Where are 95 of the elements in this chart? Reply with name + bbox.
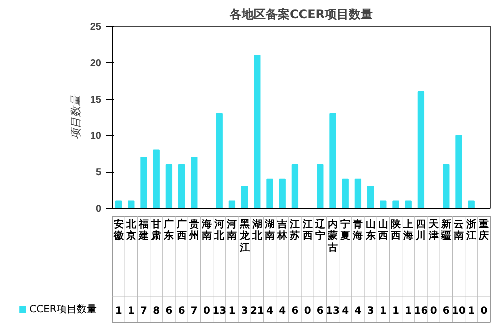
x-tick-label: 天津 xyxy=(428,218,440,242)
x-tick-label: 河南 xyxy=(226,218,238,242)
x-tick-label: 新疆 xyxy=(440,218,452,242)
data-label: 4 xyxy=(279,306,286,317)
x-tick-label: 内蒙古 xyxy=(327,218,338,254)
data-label: 6 xyxy=(442,306,450,317)
x-tick-label: 贵州 xyxy=(188,218,200,242)
x-tick-label: 广东 xyxy=(163,218,174,242)
data-label: 1 xyxy=(405,306,412,317)
y-axis-title: 项目数量 xyxy=(69,94,82,140)
y-tick-label: 25 xyxy=(90,22,102,33)
data-label: 7 xyxy=(140,306,148,317)
bar xyxy=(241,186,248,208)
bar xyxy=(443,164,450,208)
bar xyxy=(317,164,324,208)
x-tick-label: 海南 xyxy=(201,218,212,242)
data-label: 1 xyxy=(115,306,122,317)
x-tick-label: 安徽 xyxy=(112,218,125,242)
data-label: 21 xyxy=(250,306,264,317)
x-tick-label: 辽宁 xyxy=(314,218,326,242)
data-label: 3 xyxy=(241,306,248,317)
y-tick-label: 5 xyxy=(96,168,102,179)
bar xyxy=(292,164,299,208)
bar xyxy=(228,200,236,208)
data-label: 16 xyxy=(414,306,428,317)
x-tick-label: 陕西 xyxy=(390,218,402,242)
x-tick-label: 湖南 xyxy=(264,218,275,242)
x-tick-label: 上海 xyxy=(402,218,414,242)
bar xyxy=(367,186,374,208)
y-tick-label: 10 xyxy=(90,131,102,142)
bar xyxy=(166,164,173,208)
data-label: 1 xyxy=(380,306,387,317)
x-tick-label: 河北 xyxy=(214,218,226,242)
data-label: 4 xyxy=(354,306,362,317)
x-tick-label: 山西 xyxy=(377,218,388,242)
x-tick-label: 宁夏 xyxy=(340,218,351,242)
bar xyxy=(254,55,261,208)
data-label: 3 xyxy=(367,306,374,317)
x-tick-label: 黑龙江 xyxy=(238,218,251,254)
data-label: 10 xyxy=(452,306,466,317)
legend-label: CCER项目数量 xyxy=(30,304,97,316)
x-tick-label: 江西 xyxy=(302,218,313,242)
bar xyxy=(140,157,148,208)
x-tick-label: 吉林 xyxy=(276,218,289,242)
x-tick-label: 重庆 xyxy=(478,218,490,242)
bar xyxy=(266,178,274,208)
data-label: 6 xyxy=(292,306,299,317)
x-tick-label: 福建 xyxy=(138,218,149,242)
data-label: 0 xyxy=(430,306,438,317)
bar xyxy=(392,200,400,208)
data-label: 6 xyxy=(316,306,324,317)
x-tick-label: 北京 xyxy=(125,218,138,242)
data-label: 0 xyxy=(304,306,312,317)
x-tick-label: 青海 xyxy=(352,218,364,242)
data-label: 1 xyxy=(228,306,236,317)
bar xyxy=(342,178,349,208)
x-tick-label: 云南 xyxy=(453,220,464,242)
x-tick-label: 山东 xyxy=(364,218,376,242)
bar xyxy=(279,178,286,208)
data-label: 7 xyxy=(190,306,198,317)
data-label: 0 xyxy=(480,306,488,317)
data-label: 8 xyxy=(153,306,160,317)
x-tick-label: 湖北 xyxy=(251,218,264,242)
y-tick-label: 20 xyxy=(90,58,102,70)
y-tick-label: 15 xyxy=(90,94,102,106)
y-tick-label: 0 xyxy=(96,204,102,215)
bar xyxy=(468,200,475,208)
bar xyxy=(405,200,412,208)
bar xyxy=(456,135,462,208)
bar xyxy=(418,92,425,208)
data-label: 4 xyxy=(342,306,350,317)
data-label: 13 xyxy=(326,306,340,317)
x-tick-label: 广西 xyxy=(176,218,187,242)
data-label: 6 xyxy=(178,306,186,317)
bar xyxy=(380,200,387,208)
bar xyxy=(330,113,336,208)
bar xyxy=(153,150,160,208)
data-label: 0 xyxy=(204,306,211,317)
x-tick-label: 甘肃 xyxy=(150,218,162,242)
data-label: 4 xyxy=(266,306,274,317)
chart-title: 各地区备案CCER项目数量 xyxy=(228,8,374,22)
x-tick-label: 四川 xyxy=(415,220,426,242)
bar xyxy=(178,164,186,208)
x-tick-label: 江苏 xyxy=(289,218,300,242)
bar xyxy=(354,178,362,208)
x-tick-label: 浙江 xyxy=(466,218,477,242)
bar xyxy=(216,113,223,208)
data-label: 1 xyxy=(468,306,476,317)
data-label: 6 xyxy=(166,306,173,317)
bar xyxy=(191,157,198,208)
data-label: 1 xyxy=(128,306,135,317)
data-label: 13 xyxy=(212,306,227,317)
data-label: 1 xyxy=(392,306,400,317)
bar xyxy=(115,200,122,208)
bar xyxy=(128,200,135,208)
